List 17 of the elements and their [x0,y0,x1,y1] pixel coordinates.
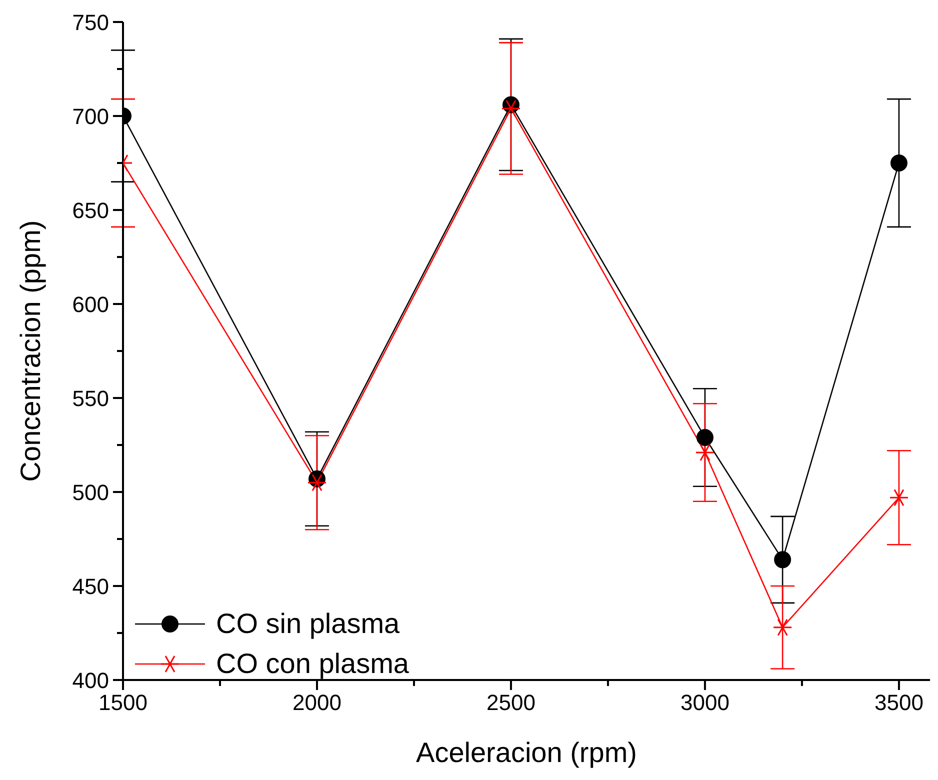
y-tick-label: 500 [72,480,109,505]
x-tick-label: 3500 [874,690,924,715]
y-tick-label: 600 [72,292,109,317]
y-axis-title: Concentracion (ppm) [14,220,46,482]
x-tick-label: 2000 [292,690,342,715]
y-tick-label: 550 [72,386,109,411]
y-tick-label: 750 [72,10,109,35]
x-tick-label: 3000 [680,690,730,715]
x-tick-label: 2500 [486,690,536,715]
y-tick-label: 450 [72,574,109,599]
y-tick-label: 700 [72,104,109,129]
y-tick-label: 650 [72,198,109,223]
x-tick-label: 1500 [98,690,148,715]
y-tick-label: 400 [72,668,109,693]
legend-label: CO sin plasma [216,607,400,641]
x-axis-title: Aceleracion (rpm) [416,737,637,768]
legend-label: CO con plasma [216,647,409,681]
